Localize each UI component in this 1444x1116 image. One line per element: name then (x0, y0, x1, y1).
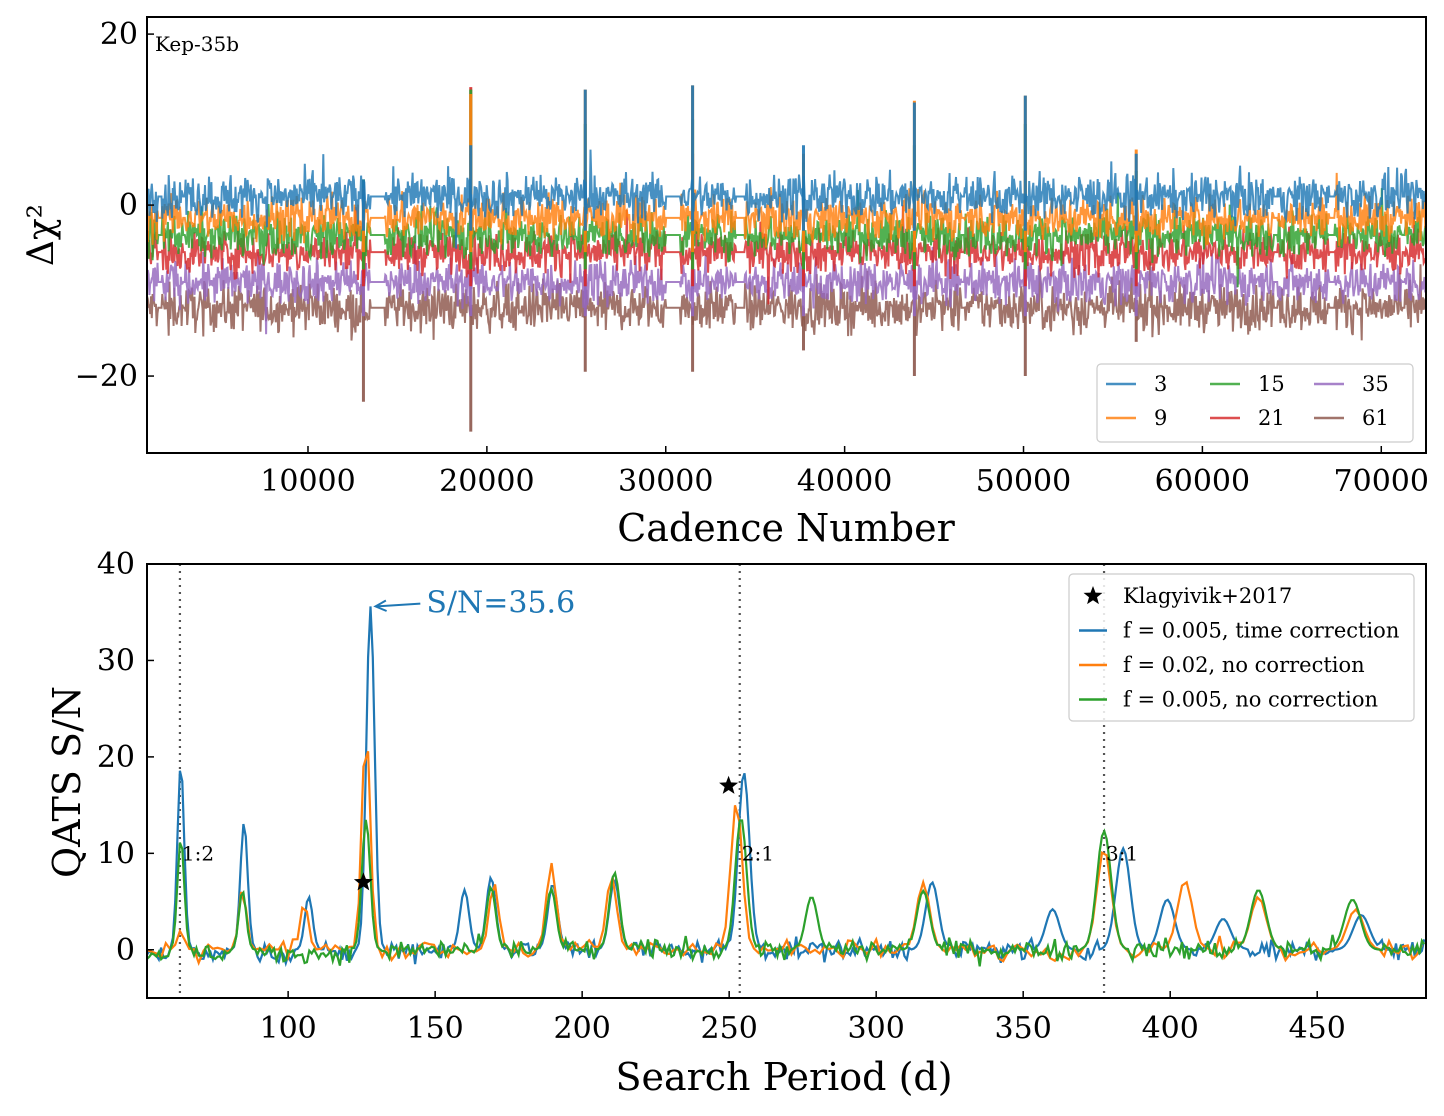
bottom-legend-label-0: Klagyivik+2017 (1123, 584, 1292, 608)
klagyivik-markers (353, 775, 739, 891)
bottom-x-axis-label: Search Period (d) (615, 1055, 952, 1099)
resonance-lines (178, 564, 1106, 998)
bottom-y-tick-label: 40 (97, 547, 135, 582)
top-y-tick-label: 20 (100, 17, 138, 52)
bottom-x-tick-label: 100 (259, 1011, 316, 1046)
top-x-tick-label: 40000 (797, 464, 892, 499)
top-y-tick-label: 0 (119, 188, 138, 223)
top-legend-label-35: 35 (1362, 372, 1389, 396)
top-legend-label-9: 9 (1154, 406, 1167, 430)
bottom-legend-label-2: f = 0.02, no correction (1123, 653, 1365, 677)
top-plot-frame (146, 16, 1427, 454)
top-annotation: Kep-35b (155, 32, 239, 56)
top-x-tick-label: 30000 (618, 464, 713, 499)
top-y-tick-label: −20 (75, 359, 138, 394)
top-panel: Kep-35b 10000 20000 30000 40000 50000 60000 70… (21, 16, 1429, 550)
bottom-series-line-2 (147, 819, 1426, 967)
top-series-line-21 (147, 205, 1426, 305)
top-legend-items: 3 9 15 21 35 61 (1106, 372, 1389, 430)
resonance-label: 2:1 (742, 841, 774, 865)
top-x-tick-label: 10000 (260, 464, 355, 499)
top-x-tick-label: 50000 (976, 464, 1071, 499)
peak-arrow-line (375, 602, 421, 608)
bottom-y-tick-label: 0 (116, 933, 135, 968)
peak-annotation-text: S/N=35.6 (426, 586, 575, 621)
top-y-axis-label: Δχ² (21, 204, 62, 266)
bottom-x-tick-label: 250 (701, 1011, 758, 1046)
resonance-label: 3:1 (1106, 841, 1138, 865)
bottom-plot-frame (146, 563, 1427, 999)
top-series-line-9 (147, 172, 1426, 248)
bottom-legend-items: Klagyivik+2017 f = 0.005, time correction… (1079, 584, 1399, 712)
bottom-x-tick-label: 350 (995, 1011, 1052, 1046)
bottom-y-tick-label: 10 (97, 836, 135, 871)
top-series-line-3 (147, 149, 1426, 249)
bottom-x-tick-label: 450 (1289, 1011, 1346, 1046)
peak-arrow-head (373, 599, 387, 612)
top-x-tick-label: 20000 (439, 464, 534, 499)
top-legend-label-61: 61 (1362, 406, 1389, 430)
bottom-axis-ticks: 100 150 200 250 300 350 400 450 0 10 20 30 40 (97, 547, 1346, 1046)
top-legend-label-3: 3 (1154, 372, 1167, 396)
klagyivik-star-marker (353, 872, 373, 891)
top-x-axis-label: Cadence Number (617, 506, 955, 550)
resonance-label: 1:2 (182, 841, 214, 865)
top-legend: 3 9 15 21 35 61 (1096, 363, 1414, 443)
top-x-tick-label: 60000 (1155, 464, 1250, 499)
top-x-tick-label: 70000 (1334, 464, 1429, 499)
top-legend-label-21: 21 (1258, 406, 1285, 430)
bottom-legend-label-1: f = 0.005, time correction (1123, 619, 1399, 643)
klagyivik-star-marker (719, 775, 739, 794)
bottom-panel: 1:2 2:1 3:1 100 150 200 250 300 350 400 450 0 10 20 3… (45, 547, 1427, 1099)
bottom-x-tick-label: 200 (554, 1011, 611, 1046)
top-axis-ticks: 10000 20000 30000 40000 50000 60000 70000 20 0 −2… (75, 17, 1429, 499)
bottom-legend-box (1068, 573, 1415, 722)
bottom-y-axis-label: QATS S/N (45, 686, 89, 878)
peak-annotation: S/N=35.6 (373, 586, 575, 621)
top-series-line-35 (147, 235, 1426, 335)
bottom-x-tick-label: 150 (407, 1011, 464, 1046)
bottom-y-tick-label: 20 (97, 740, 135, 775)
bottom-y-tick-label: 30 (97, 643, 135, 678)
bottom-x-tick-label: 300 (848, 1011, 905, 1046)
bottom-legend-star-swatch (1083, 586, 1103, 605)
top-series-line-61 (147, 261, 1426, 341)
top-series-group (147, 85, 1426, 432)
bottom-legend: Klagyivik+2017 f = 0.005, time correction… (1068, 573, 1415, 722)
top-legend-label-15: 15 (1258, 372, 1285, 396)
resonance-labels: 1:2 2:1 3:1 (182, 841, 1138, 865)
bottom-legend-label-3: f = 0.005, no correction (1123, 688, 1378, 712)
bottom-x-tick-label: 400 (1142, 1011, 1199, 1046)
